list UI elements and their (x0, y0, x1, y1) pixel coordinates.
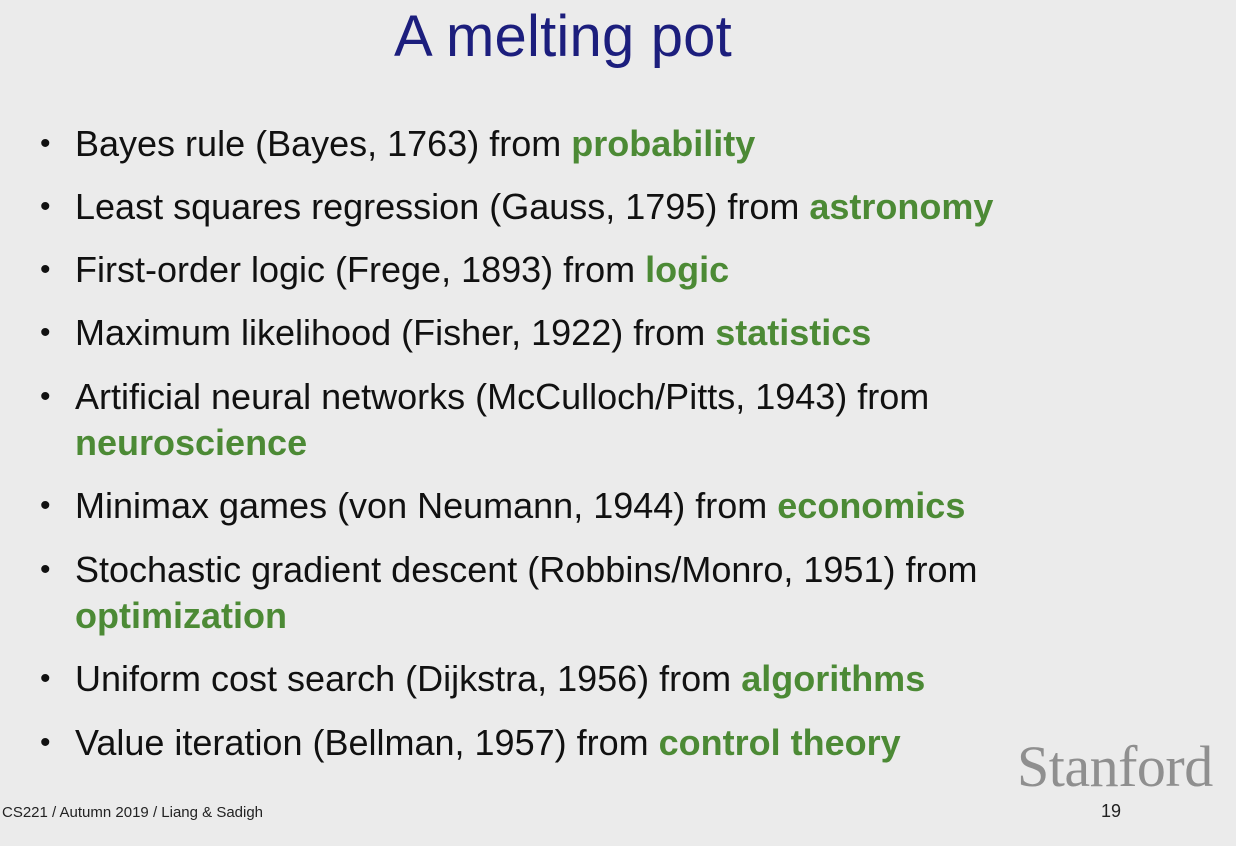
bullet-point-icon: • (40, 380, 51, 413)
bullet-description: Uniform cost search (Dijkstra, 1956) fro… (75, 658, 742, 699)
bullet-text: Value iteration (Bellman, 1957) from con… (75, 720, 1125, 766)
bullet-point-icon: • (40, 726, 51, 759)
field-name: logic (645, 249, 730, 290)
bullet-text: Bayes rule (Bayes, 1763) from probabilit… (75, 121, 1125, 167)
field-name: optimization (75, 595, 287, 636)
bullet-description: Artificial neural networks (McCulloch/Pi… (75, 376, 930, 417)
course-footer: CS221 / Autumn 2019 / Liang & Sadigh (2, 804, 264, 821)
bullet-point-icon: • (40, 489, 51, 522)
bullet-description: Value iteration (Bellman, 1957) from (75, 722, 659, 763)
stanford-logo: Stanford (1017, 734, 1213, 799)
bullet-description: Stochastic gradient descent (Robbins/Mon… (75, 549, 978, 590)
field-name: astronomy (809, 186, 994, 227)
bullet-description: First-order logic (Frege, 1893) from (75, 249, 646, 290)
bullet-text: First-order logic (Frege, 1893) from log… (75, 247, 1125, 293)
bullet-description: Least squares regression (Gauss, 1795) f… (75, 186, 810, 227)
bullet-text: Least squares regression (Gauss, 1795) f… (75, 184, 1125, 230)
bullet-point-icon: • (40, 662, 51, 695)
bullet-point-icon: • (40, 253, 51, 286)
bullet-point-icon: • (40, 553, 51, 586)
bullet-description: Minimax games (von Neumann, 1944) from (75, 485, 778, 526)
field-name: neuroscience (75, 422, 308, 463)
bullet-point-icon: • (40, 190, 51, 223)
field-name: control theory (658, 722, 901, 763)
page-number: 19 (1101, 801, 1122, 821)
bullet-text: Maximum likelihood (Fisher, 1922) from s… (75, 310, 1125, 356)
bullet-text: Stochastic gradient descent (Robbins/Mon… (75, 547, 1135, 639)
field-name: economics (777, 485, 966, 526)
slide-title: A melting pot (394, 4, 732, 69)
bullet-point-icon: • (40, 316, 51, 349)
field-name: probability (571, 123, 756, 164)
bullet-point-icon: • (40, 127, 51, 160)
bullet-text: Minimax games (von Neumann, 1944) from e… (75, 483, 1125, 529)
bullet-text: Uniform cost search (Dijkstra, 1956) fro… (75, 656, 1125, 702)
bullet-description: Maximum likelihood (Fisher, 1922) from (75, 312, 716, 353)
field-name: algorithms (741, 658, 926, 699)
bullet-description: Bayes rule (Bayes, 1763) from (75, 123, 572, 164)
bullet-text: Artificial neural networks (McCulloch/Pi… (75, 374, 1075, 466)
field-name: statistics (715, 312, 872, 353)
